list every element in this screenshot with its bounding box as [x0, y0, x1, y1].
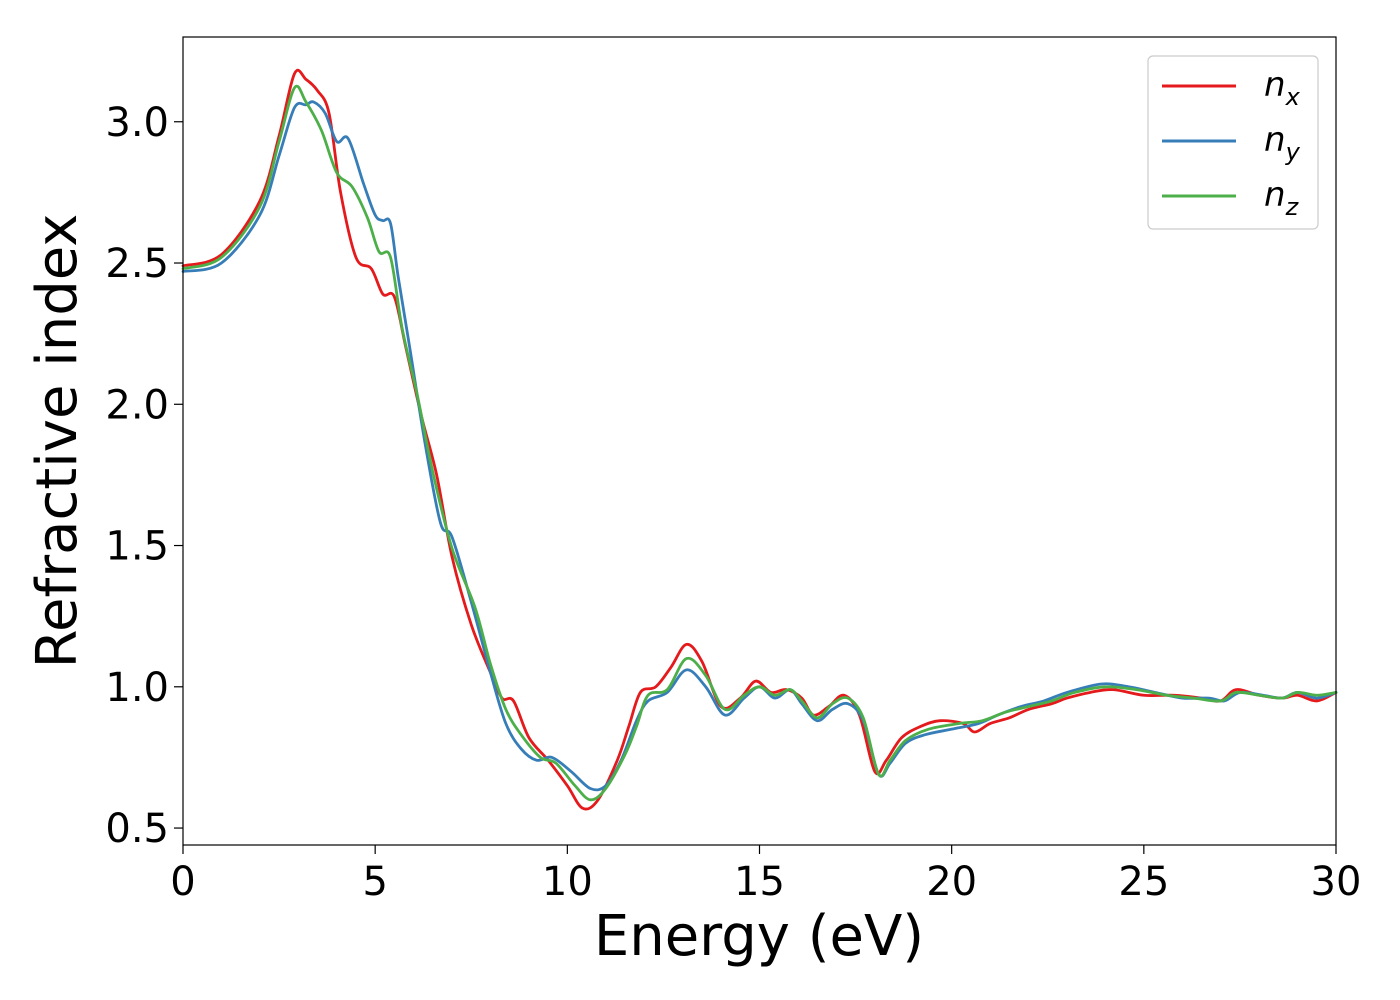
y-tick-label: 2.5 — [105, 241, 169, 287]
x-tick-label: 30 — [1311, 859, 1362, 905]
y-tick-label: 0.5 — [105, 806, 169, 852]
y-tick-label: 2.0 — [105, 382, 169, 428]
y-tick-label: 1.5 — [105, 524, 169, 570]
x-axis-title: Energy (eV) — [594, 904, 924, 969]
series-line-n-z — [181, 84, 1338, 802]
x-tick-label: 0 — [170, 859, 195, 905]
series-layer — [181, 68, 1338, 811]
x-tick-label: 25 — [1118, 859, 1169, 905]
x-tick-label: 20 — [926, 859, 977, 905]
plot-area — [183, 37, 1336, 845]
y-tick-label: 3.0 — [105, 100, 169, 146]
x-tick-label: 5 — [362, 859, 387, 905]
y-tick-label: 1.0 — [105, 665, 169, 711]
x-tick-label: 10 — [542, 859, 593, 905]
x-tick-label: 15 — [734, 859, 785, 905]
x-axis-ticks: 0 5 10 15 20 25 30 — [170, 845, 1361, 905]
series-line-n-y — [181, 100, 1338, 792]
y-axis-ticks: 0.5 1.0 1.5 2.0 2.5 3.0 — [105, 100, 183, 852]
y-axis-title: Refractive index — [25, 214, 90, 669]
